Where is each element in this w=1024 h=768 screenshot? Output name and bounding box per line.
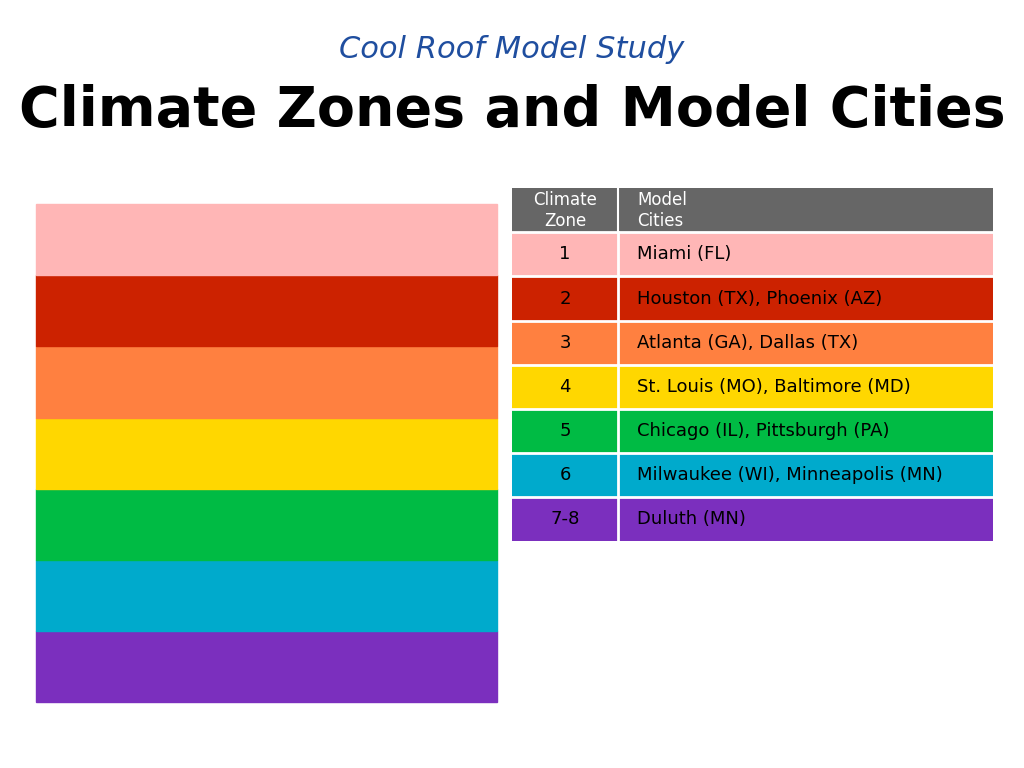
Bar <box>36 204 497 276</box>
Bar <box>36 560 497 631</box>
Text: Milwaukee (WI), Minneapolis (MN): Milwaukee (WI), Minneapolis (MN) <box>637 466 943 484</box>
Bar <box>512 188 993 232</box>
Text: 1: 1 <box>559 246 570 263</box>
Bar <box>512 498 993 541</box>
Bar <box>36 346 497 418</box>
Bar <box>512 453 993 498</box>
Bar <box>512 276 993 321</box>
Bar <box>512 232 993 276</box>
Text: Cool Roof Model Study: Cool Roof Model Study <box>339 35 685 65</box>
Text: 7-8: 7-8 <box>550 511 580 528</box>
Bar <box>36 488 497 560</box>
Bar <box>512 365 993 409</box>
Text: Climate
Zone: Climate Zone <box>534 190 597 230</box>
Bar <box>512 321 993 365</box>
Text: Model
Cities: Model Cities <box>637 190 687 230</box>
Text: St. Louis (MO), Baltimore (MD): St. Louis (MO), Baltimore (MD) <box>637 378 911 396</box>
Text: Houston (TX), Phoenix (AZ): Houston (TX), Phoenix (AZ) <box>637 290 883 307</box>
Text: 6: 6 <box>559 466 570 484</box>
Text: Atlanta (GA), Dallas (TX): Atlanta (GA), Dallas (TX) <box>637 334 858 352</box>
Bar <box>36 631 497 702</box>
Text: Chicago (IL), Pittsburgh (PA): Chicago (IL), Pittsburgh (PA) <box>637 422 890 440</box>
Text: 4: 4 <box>559 378 570 396</box>
Text: Miami (FL): Miami (FL) <box>637 246 731 263</box>
Text: 2: 2 <box>559 290 570 307</box>
Bar <box>512 409 993 453</box>
Text: Climate Zones and Model Cities: Climate Zones and Model Cities <box>18 84 1006 138</box>
Text: 5: 5 <box>559 422 570 440</box>
Text: 3: 3 <box>559 334 570 352</box>
Bar <box>36 418 497 488</box>
Text: Duluth (MN): Duluth (MN) <box>637 511 746 528</box>
Bar <box>36 276 497 346</box>
